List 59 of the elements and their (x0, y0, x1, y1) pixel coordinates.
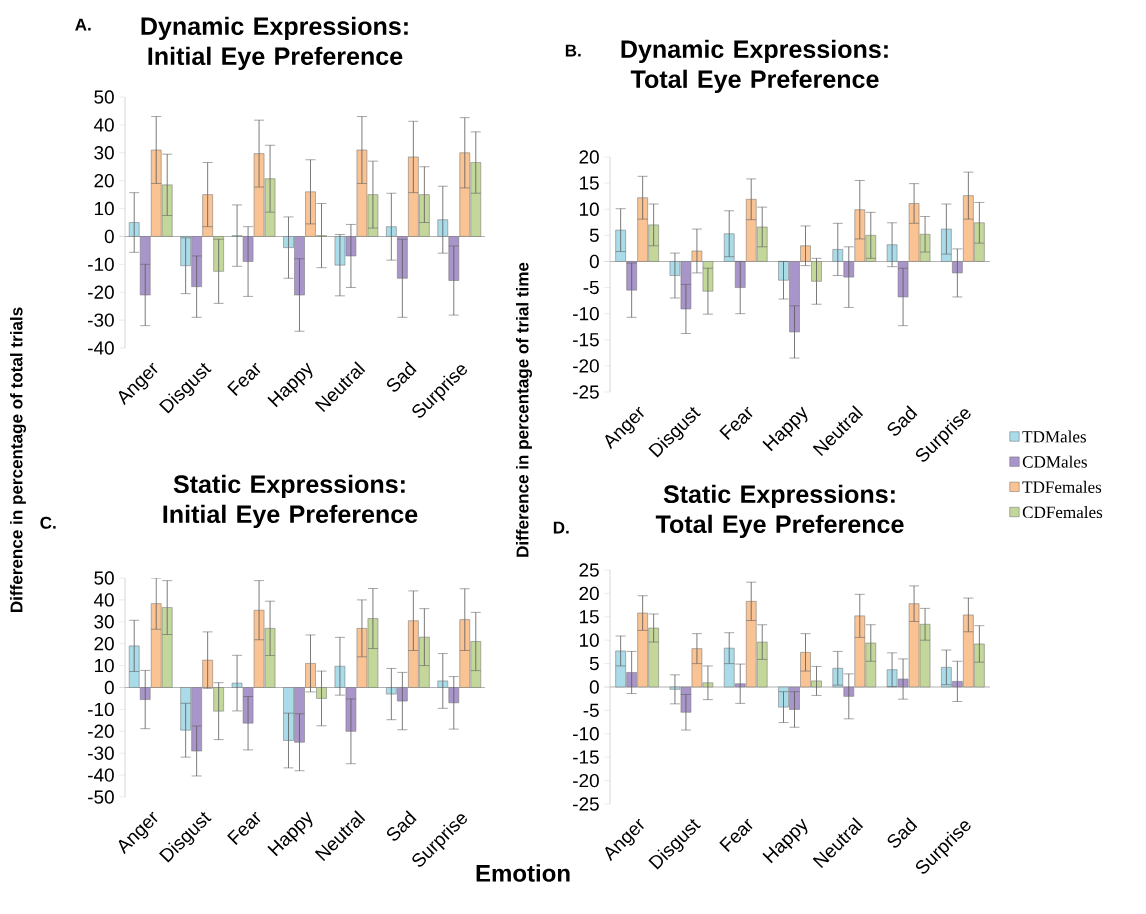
legend-label: TDMales (1022, 430, 1086, 443)
text: D. (553, 521, 569, 534)
x-tick-label: Sad (887, 405, 918, 436)
y-tick-label: 15 (579, 176, 599, 190)
y-tick-label: -50 (88, 790, 114, 804)
y-tick-label: 30 (94, 615, 114, 629)
y-tick-label: -20 (573, 773, 599, 788)
y-tick-label: -10 (573, 727, 599, 741)
chart-title: Dynamic Expressions: Initial Eye Preference (141, 16, 408, 71)
y-tick-label: -25 (573, 385, 599, 399)
y-tick-label: -10 (573, 306, 599, 321)
y-tick-label: 30 (94, 146, 114, 160)
y-tick-label: 0 (589, 254, 599, 269)
x-tick-label: Sad (887, 817, 918, 848)
y-axis-title: Difference in percentage of trial time (516, 262, 532, 557)
chart-title: Dynamic Expressions: Total Eye Preference (621, 39, 888, 94)
legend-label: CDFemales (1022, 506, 1103, 519)
y-axis-title: Difference in percentage of total trials (10, 307, 26, 613)
y-tick-label: 15 (579, 610, 599, 624)
y-tick-label: 20 (94, 173, 114, 188)
y-tick-label: -5 (583, 703, 599, 718)
text: A. (75, 18, 91, 31)
y-tick-label: -15 (573, 750, 599, 764)
y-tick-label: -20 (88, 724, 114, 739)
y-tick-label: -5 (583, 280, 599, 295)
y-tick-label: 0 (104, 680, 114, 695)
y-tick-label: 5 (589, 656, 599, 671)
y-tick-label: 20 (94, 637, 114, 651)
chart-title: Static Expressions: Total Eye Preference (655, 484, 904, 539)
legend-label: TDFemales (1022, 480, 1102, 493)
y-tick-label: 5 (589, 228, 599, 242)
y-tick-label: -40 (88, 341, 114, 355)
y-tick-label: 40 (93, 593, 114, 607)
y-tick-label: -10 (88, 257, 114, 272)
y-tick-label: 10 (94, 658, 114, 673)
y-tick-label: -30 (88, 746, 114, 760)
y-tick-label: -20 (88, 285, 114, 299)
y-tick-label: 0 (589, 680, 599, 694)
x-axis-title: Emotion (476, 864, 570, 882)
y-tick-label: 50 (94, 90, 114, 104)
y-tick-label: 20 (579, 586, 599, 601)
y-tick-label: -20 (573, 359, 599, 373)
y-tick-label: -10 (88, 702, 114, 717)
y-tick-label: -40 (88, 768, 114, 782)
y-tick-label: 10 (94, 201, 114, 216)
chart-title: Static Expressions: Initial Eye Preference (163, 474, 418, 529)
y-tick-label: 40 (93, 118, 114, 132)
y-tick-label: 10 (579, 633, 599, 647)
y-tick-label: 25 (579, 563, 599, 577)
y-tick-label: 50 (94, 571, 114, 585)
y-tick-label: -25 (573, 797, 599, 811)
y-tick-label: 10 (579, 202, 599, 216)
y-tick-label: -30 (88, 313, 114, 327)
text: B. (565, 44, 581, 57)
y-tick-label: 20 (579, 150, 599, 164)
legend-label: CDMales (1022, 455, 1087, 468)
text: C. (40, 516, 56, 529)
y-tick-label: -15 (573, 333, 599, 347)
y-tick-label: 0 (104, 229, 114, 244)
